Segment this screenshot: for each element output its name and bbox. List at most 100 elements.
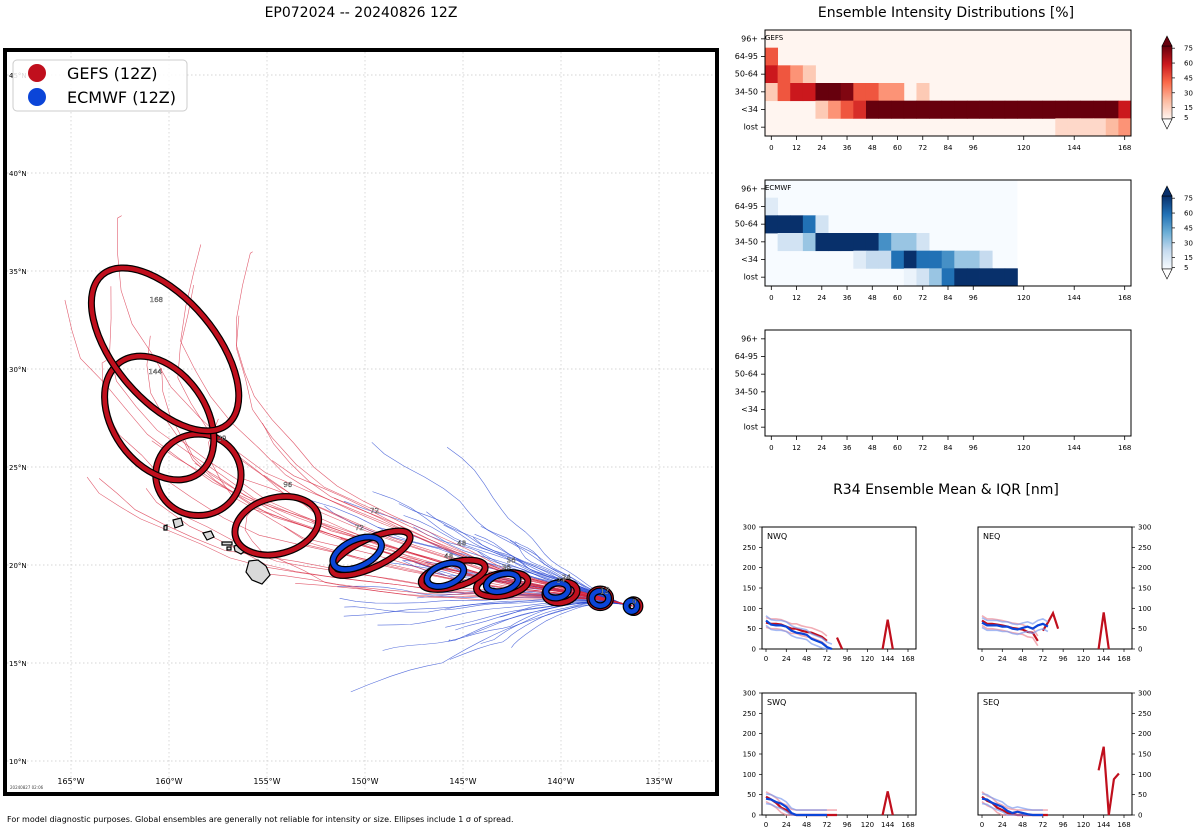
r34-iqr-upper — [765, 616, 828, 637]
heatmap-cell — [765, 83, 779, 102]
heatmap-x-tick-label: 168 — [1118, 144, 1131, 152]
colorbar-ecmwf-bar — [1161, 195, 1173, 270]
r34-x-tick-label: 96 — [1059, 655, 1068, 663]
r34-ecmwf-line — [981, 797, 1043, 817]
heatmap-cell — [954, 250, 968, 269]
r34-y-tick-label: 200 — [1138, 564, 1151, 572]
r34-plot-seq: SEQ 0 50 100 150 200 250 300 0 24 48 72 96 120 144 168 — [977, 690, 1151, 829]
ecmwf-ellipse-hour-label: 36 — [502, 564, 511, 572]
r34-quadrant-label: NWQ — [767, 532, 787, 541]
heatmap-x-tick-label: 24 — [817, 144, 826, 152]
legend-label-ecmwf: ECMWF (12Z) — [67, 88, 176, 107]
r34-ecmwf-line — [765, 797, 827, 817]
heatmap-x-tick-label: 24 — [817, 294, 826, 302]
island-lanai — [226, 546, 232, 551]
heatmap-cell — [992, 268, 1006, 287]
heatmap-cell — [790, 215, 804, 234]
heatmap-x-tick-label: 96 — [969, 294, 978, 302]
colorbar-ecmwf-bottom-arrow — [1161, 268, 1173, 280]
legend-marker-gefs — [28, 64, 46, 82]
heatmap-row-label: lost — [744, 273, 758, 282]
lon-tick-label: 150°W — [351, 777, 378, 786]
r34-x-tick-label: 72 — [1038, 821, 1047, 829]
r34-x-tick-label: 72 — [822, 821, 831, 829]
r34-x-tick-label: 24 — [998, 821, 1007, 829]
heatmap-cell — [1055, 100, 1069, 119]
heatmap-cell — [802, 65, 816, 84]
r34-title: R34 Ensemble Mean & IQR [nm] — [833, 482, 1059, 498]
heatmap-cell — [916, 268, 930, 287]
r34-plot-swq: SWQ 0 50 100 150 200 250 300 0 24 48 72 96 120 144 168 — [743, 690, 917, 829]
map-title: EP072024 -- 20240826 12Z — [265, 5, 458, 21]
r34-y-tick-label: 0 — [752, 812, 756, 820]
map-legend: GEFS (12Z) ECMWF (12Z) — [12, 59, 188, 112]
heatmap-cell — [916, 83, 930, 102]
heatmap-row-label: 50-64 — [735, 70, 758, 79]
r34-y-tick-label: 300 — [743, 690, 756, 698]
heatmap-x-tick-label: 12 — [792, 294, 801, 302]
map-timestamp: 20240827 02:06 — [10, 785, 44, 790]
heatmap-cell — [1093, 118, 1107, 137]
r34-gefs-line — [1041, 610, 1060, 632]
ecmwf-ellipse — [543, 580, 571, 601]
heatmap-row-label: 64-95 — [735, 352, 758, 361]
r34-x-tick-label: 24 — [782, 821, 791, 829]
r34-y-tick-label: 50 — [747, 625, 756, 633]
heatmap-cell — [840, 83, 854, 102]
island-molokai — [221, 541, 233, 546]
colorbar-tick-label: 60 — [1184, 60, 1193, 68]
heatmap-x-tick-label: 96 — [969, 144, 978, 152]
ensemble-member-track — [509, 540, 632, 607]
r34-gefs-line — [1097, 612, 1110, 650]
r34-y-tick-label: 50 — [1138, 625, 1147, 633]
gefs-ellipse-hour-label: 36 — [507, 557, 516, 565]
heatmap-x-tick-label: 96 — [969, 444, 978, 452]
lat-tick-label: 20°N — [9, 562, 27, 570]
heatmap-cell — [1093, 100, 1107, 119]
r34-plot-nwq: NWQ 0 50 100 150 200 250 300 0 24 48 72 96 120 144 168 — [743, 524, 917, 663]
heatmap-cell — [790, 83, 804, 102]
r34-x-tick-label: 72 — [822, 655, 831, 663]
r34-y-tick-label: 250 — [743, 710, 756, 718]
r34-y-tick-label: 100 — [1138, 605, 1151, 613]
heatmap-x-tick-label: 0 — [769, 294, 773, 302]
r34-gefs-line — [835, 637, 844, 650]
r34-quadrant-label: SEQ — [983, 698, 999, 707]
ecmwf-ellipse — [424, 560, 466, 589]
r34-frame — [977, 692, 1133, 816]
ensemble-member-track — [180, 244, 634, 607]
heatmap-cell — [954, 100, 968, 119]
heatmap-cell — [865, 100, 879, 119]
heatmap-x-tick-label: 48 — [868, 294, 877, 302]
heatmap-cell — [1105, 100, 1119, 119]
heatmap-cell — [765, 65, 779, 84]
r34-x-tick-label: 96 — [843, 655, 852, 663]
r34-y-tick-label: 0 — [1138, 646, 1142, 654]
r34-y-tick-label: 0 — [752, 646, 756, 654]
gefs-ellipse — [232, 494, 321, 558]
r34-x-tick-label: 144 — [1097, 655, 1111, 663]
r34-frame — [761, 692, 917, 816]
heatmap-cell — [777, 215, 791, 234]
heatmap-cell — [1118, 100, 1132, 119]
heatmap-cell — [903, 100, 917, 119]
heatmap-cell — [1017, 100, 1031, 119]
r34-y-tick-label: 150 — [743, 751, 756, 759]
heatmap-cell — [777, 83, 791, 102]
heatmap-x-tick-label: 12 — [792, 444, 801, 452]
heatmap-x-tick-label: 48 — [868, 144, 877, 152]
heatmap-cell — [840, 233, 854, 252]
heatmap-cell — [765, 215, 779, 234]
heatmap-cell — [777, 233, 791, 252]
ecmwf-ellipse-hour-label: 48 — [444, 553, 453, 561]
heatmap-gefs-label: GEFS — [765, 34, 784, 42]
heatmap-cell — [979, 268, 993, 287]
lon-tick-label: 160°W — [155, 777, 182, 786]
lat-tick-label: 35°N — [9, 268, 27, 276]
heatmap-cell — [865, 250, 879, 269]
r34-y-tick-label: 50 — [747, 791, 756, 799]
heatmap-cell — [891, 233, 905, 252]
heatmap-row-label: 96+ — [741, 184, 758, 193]
